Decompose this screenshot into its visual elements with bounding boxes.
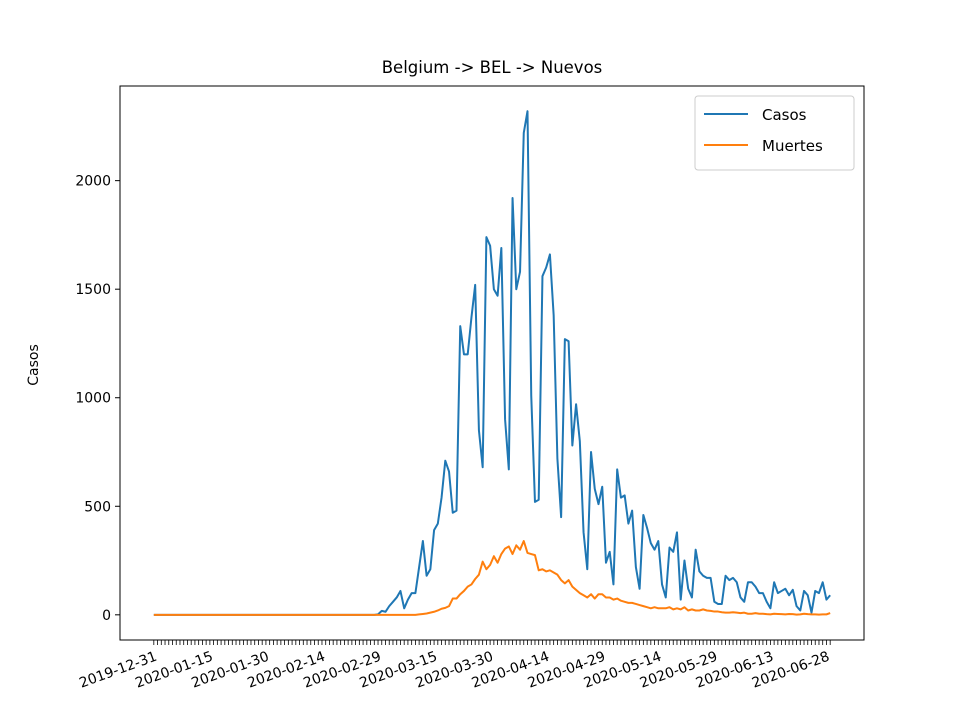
y-axis-label: Casos xyxy=(26,344,42,386)
plot-frame xyxy=(119,85,865,641)
legend-label: Muertes xyxy=(762,137,823,155)
y-tick-label: 2000 xyxy=(75,174,111,190)
series-line xyxy=(153,540,831,616)
y-tick-label: 500 xyxy=(84,499,111,515)
legend-label: Casos xyxy=(762,106,807,124)
chart-title: Belgium -> BEL -> Nuevos xyxy=(382,58,603,77)
y-tick-label: 0 xyxy=(102,608,111,624)
y-tick-label: 1500 xyxy=(75,282,111,298)
y-tick-label: 1000 xyxy=(75,391,111,407)
